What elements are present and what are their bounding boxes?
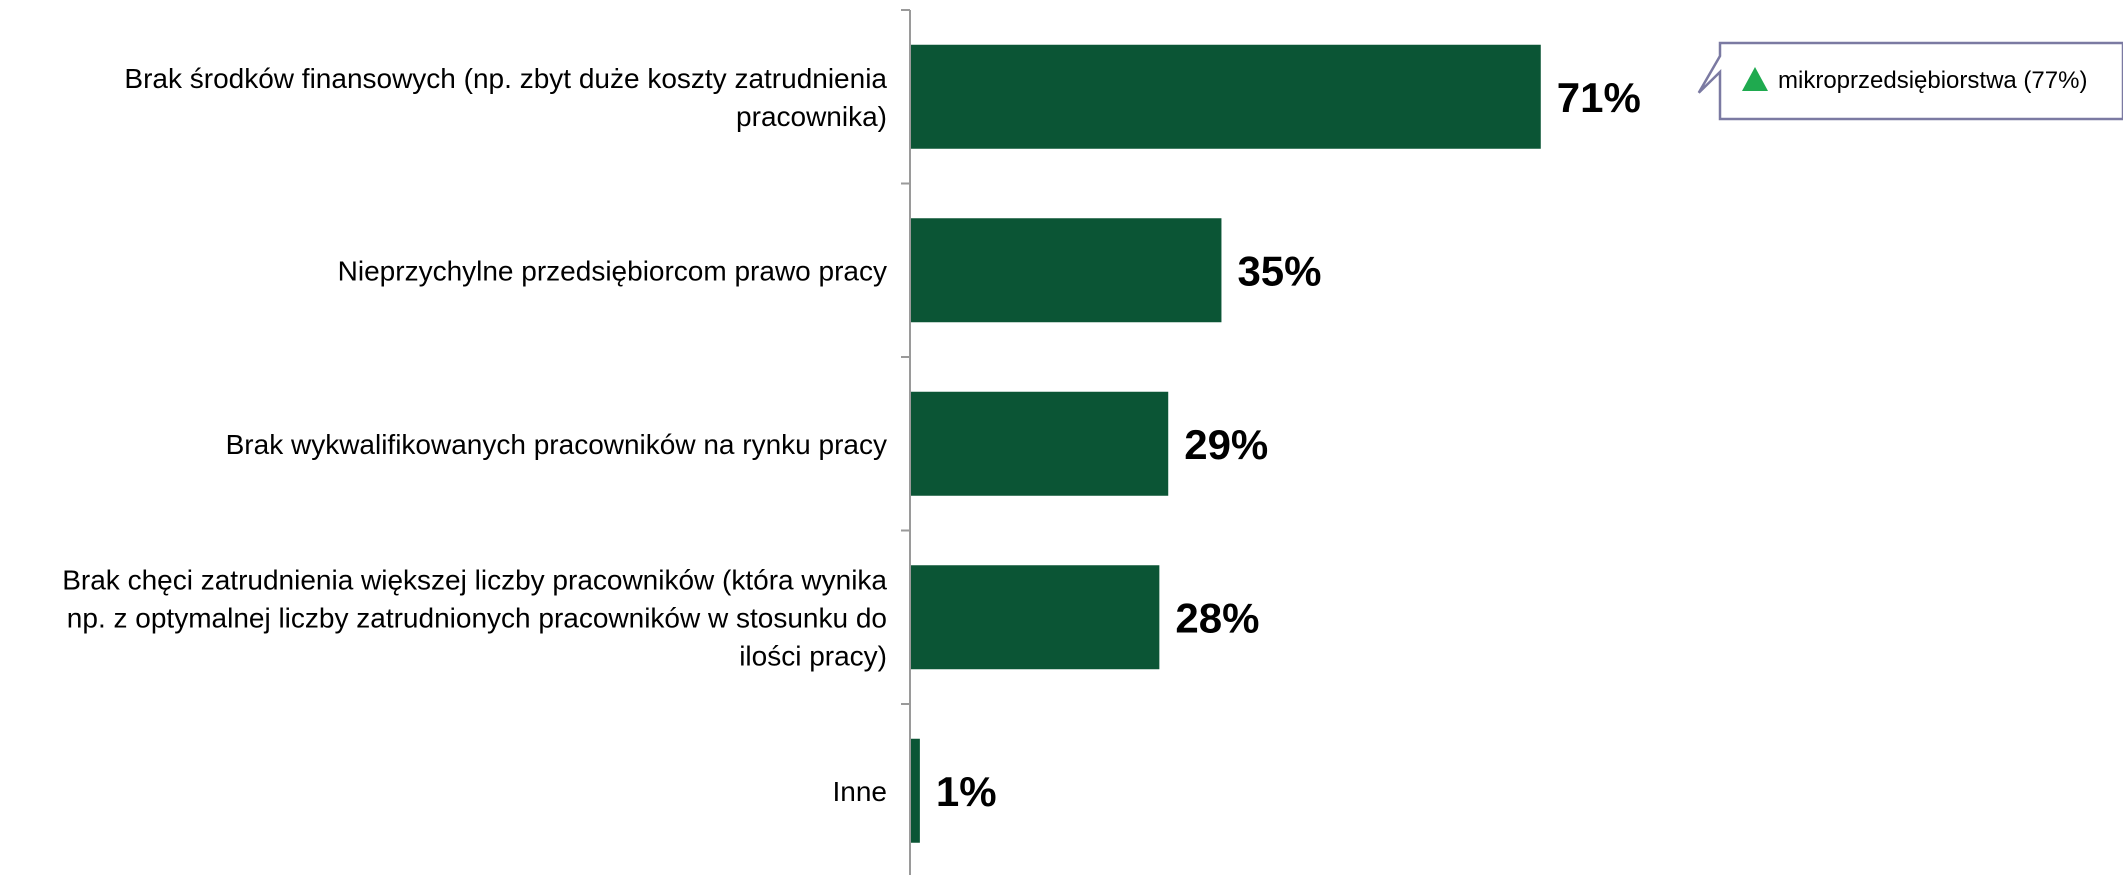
value-label: 35% xyxy=(1237,247,1321,294)
bar xyxy=(911,565,1160,670)
labels-layer: 71% Brak środków finansowych (np. zbyt du… xyxy=(62,63,1641,815)
category-axis xyxy=(901,9,911,875)
value-label: 28% xyxy=(1175,594,1259,641)
category-label: Brak chęci zatrudnienia większej liczby … xyxy=(62,564,887,595)
category-label: Nieprzychylne przedsiębiorcom prawo prac… xyxy=(338,255,887,286)
bar xyxy=(911,44,1541,149)
bars-layer xyxy=(911,44,1541,843)
category-label: ilości pracy) xyxy=(739,640,887,671)
callout: mikroprzedsiębiorstwa (77%) xyxy=(1697,41,2123,121)
value-label: 29% xyxy=(1184,421,1268,468)
category-label: np. z optymalnej liczby zatrudnionych pr… xyxy=(67,602,887,633)
bar xyxy=(911,218,1222,323)
callout-box xyxy=(1697,41,2123,121)
bar xyxy=(911,391,1169,496)
callout-text: mikroprzedsiębiorstwa (77%) xyxy=(1778,67,2087,94)
category-label: pracownika) xyxy=(736,101,887,132)
category-label: Brak środków finansowych (np. zbyt duże … xyxy=(124,63,887,94)
triangle-up-icon xyxy=(1742,67,1768,91)
bar xyxy=(911,738,920,843)
category-label: Inne xyxy=(833,776,888,807)
value-label: 71% xyxy=(1557,74,1641,121)
category-label: Brak wykwalifikowanych pracowników na ry… xyxy=(226,429,887,460)
value-label: 1% xyxy=(936,768,997,815)
